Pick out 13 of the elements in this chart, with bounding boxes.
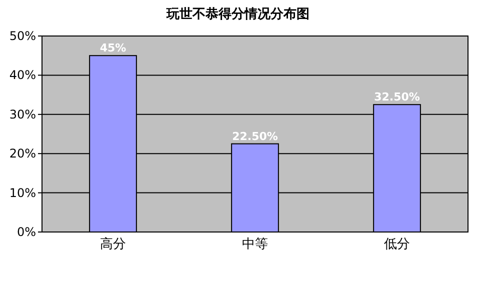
x-tick-label: 高分 [100, 236, 126, 252]
data-label: 32.50% [374, 90, 420, 104]
y-tick-label: 40% [9, 68, 36, 82]
y-tick-label: 50% [9, 29, 36, 43]
y-tick-label: 20% [9, 146, 36, 161]
data-label: 22.50% [232, 130, 278, 143]
chart-title: 玩世不恭得分情况分布图 [166, 7, 310, 22]
data-label: 45% [100, 42, 126, 55]
x-tick-label: 低分 [384, 237, 410, 252]
y-tick-label: 0% [16, 225, 36, 239]
y-tick-label: 10% [9, 186, 36, 200]
y-tick-label: 30% [9, 107, 36, 122]
x-tick-label: 中等 [242, 237, 268, 252]
